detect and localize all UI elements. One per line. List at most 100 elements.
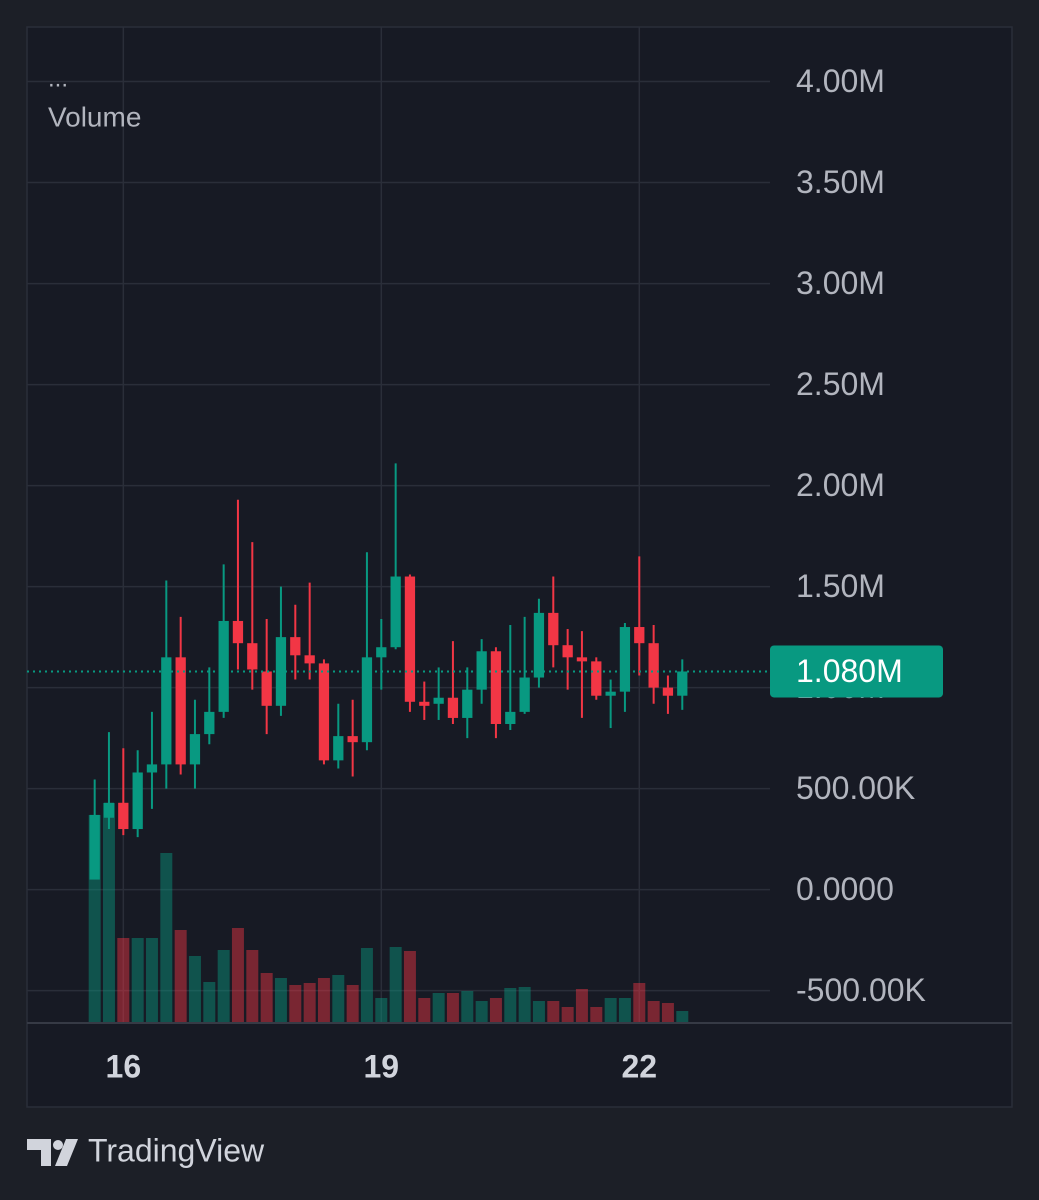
volume-bar [604,998,617,1023]
volume-bar [375,998,388,1023]
volume-bar [203,982,216,1023]
candle-body [562,645,573,658]
candle-body [490,651,502,724]
candle-body [476,651,487,690]
candle-body [247,643,258,670]
menu-dots[interactable]: ... [48,65,68,92]
volume-bar [289,985,302,1023]
volume-bar [303,983,316,1023]
volume-bar [274,978,287,1023]
last-price-badge [770,645,943,698]
plot [27,463,770,1023]
indicator-label: Volume [48,101,141,132]
volume-bar [188,956,201,1023]
volume-bar [633,983,646,1023]
volume-bar [160,853,173,1023]
volume-bar [145,938,158,1023]
candle-body [204,711,215,735]
chart-pane [26,26,1013,1108]
logo-mark [27,1139,51,1166]
last-price-label: 1.080M [796,653,903,689]
candle-body [648,643,659,688]
volume-bar [590,1007,603,1023]
candle-body [290,637,301,656]
y-tick-label: 0.0000 [796,871,894,907]
volume-bar [504,988,517,1023]
volume-bar [260,973,273,1023]
volume-bar [389,947,402,1023]
volume-bar [418,998,431,1023]
y-tick-label: 2.00M [796,467,885,503]
y-tick-label: -500.00K [796,972,926,1008]
candle-body [347,736,358,743]
volume-bar [532,1001,545,1023]
volume-bar [88,815,101,1023]
candle-body [634,627,645,644]
candle-body [89,814,100,880]
candle-body [419,701,430,706]
candle-body [390,576,401,648]
candle-body [189,734,201,765]
candle-body [677,671,688,696]
candle-body [462,689,473,718]
volume-bar [475,1001,488,1023]
volume-bar [461,991,474,1023]
tradingview-logo [27,1139,78,1166]
candle-body [132,772,143,830]
y-tick-label: 500.00K [796,770,915,806]
volume-bar [317,978,330,1023]
candle-body [318,663,330,761]
candle-body [591,661,602,696]
candle-body [118,802,129,830]
y-tick-label: 3.50M [796,164,885,200]
candle-body [548,612,559,646]
logo-dot [53,1140,63,1150]
candle-body [103,802,115,818]
candle-body [175,657,186,765]
volume-bar [489,998,502,1023]
y-tick-label: 3.00M [796,265,885,301]
candle-body [533,612,545,678]
candle-body [376,647,387,658]
volume-bar [676,1011,689,1023]
volume-bar [575,989,588,1023]
volume-bar [246,950,259,1023]
candle-body [232,620,244,644]
candle-body [146,764,158,773]
candle-body [576,657,588,662]
candle-body [361,657,373,743]
candle-body [619,627,631,692]
x-tick-label: 22 [621,1048,657,1084]
y-tick-label: 2.50M [796,366,885,402]
candle-body [447,697,459,718]
brand-name: TradingView [88,1132,265,1168]
candle-body [433,697,444,704]
candle-body [261,671,272,706]
volume-bar [174,930,187,1023]
volume-bar [332,975,345,1023]
candle-body [505,711,516,724]
x-tick-label: 16 [106,1048,142,1084]
volume-bar [346,985,359,1023]
candle-body [304,655,315,664]
candle-body [662,687,674,696]
candle-body [519,677,530,712]
candle-body [218,620,229,712]
volume-bar [618,998,631,1023]
volume-bar [647,1001,660,1023]
candle-body [404,576,416,702]
candle-body [605,691,616,696]
y-tick-label: 4.00M [796,63,885,99]
volume-bar [217,950,230,1023]
volume-bar [117,938,130,1023]
volume-bar [131,938,144,1023]
y-tick-label: 1.50M [796,568,885,604]
volume-bar [446,993,459,1023]
grid [27,27,770,1023]
volume-bar [102,803,115,1023]
candle-body [333,736,344,761]
volume-bar [360,948,373,1023]
volume-bar [403,951,416,1023]
